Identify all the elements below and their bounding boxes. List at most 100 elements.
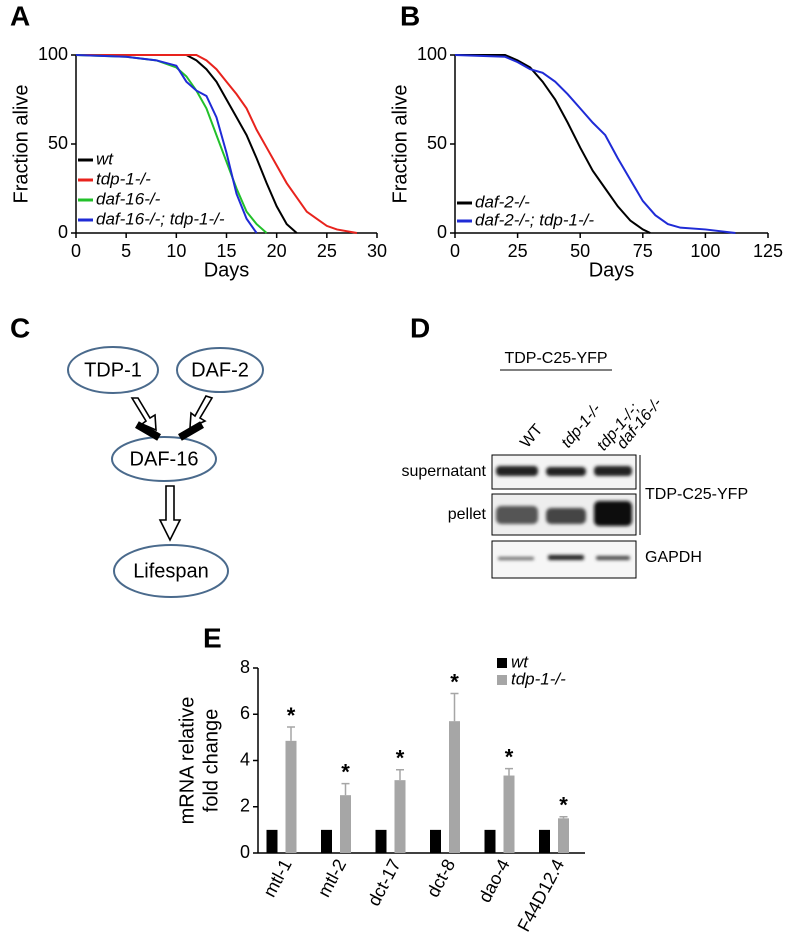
x-tick-label: 5 [121,241,131,261]
error-bar [287,726,295,741]
x-axis-title: Days [589,259,635,281]
x-tick-label: 20 [267,241,287,261]
bar [266,829,278,853]
band [496,466,538,476]
x-tick-label: 15 [216,241,236,261]
legend-label: daf-2-/-; tdp-1-/- [475,210,594,229]
error-bar [450,692,459,722]
error-bar [396,769,404,781]
legend-label: tdp-1-/- [96,169,151,188]
band [496,506,538,524]
x-tick-label: 125 [753,241,783,261]
significance: * [341,759,350,784]
survival-curve [455,54,651,234]
inhibition-bar [178,421,204,441]
y-tick-label: 100 [417,44,447,64]
bar [539,829,550,853]
x-tick-label: 0 [450,241,460,261]
y-tick-label: 50 [48,133,68,153]
survival-curve [76,54,298,234]
bar [321,829,332,853]
bar [430,829,441,853]
row-label: supernatant [401,463,486,480]
node-label: DAF-16 [130,448,199,470]
survival-curve [454,54,736,234]
x-axis-title: Days [204,259,250,281]
x-tick-label: 10 [166,241,186,261]
legend-label: wt [96,149,114,168]
bar [484,829,496,853]
x-tick-label: dct-8 [423,856,459,901]
node [111,436,217,482]
node-label: TDP-1 [84,359,142,381]
y-axis-title: fold change [200,709,222,812]
legend-label: daf-16-/-; tdp-1-/- [96,209,225,228]
legend-label: tdp-1-/- [511,669,566,688]
x-tick-label: 100 [690,241,720,261]
bar [285,740,297,853]
x-tick-label: dct-17 [364,856,405,910]
band [546,508,586,524]
y-axis-title: mRNA relative [176,697,198,825]
x-tick-label: 25 [508,241,528,261]
panel-label: C [10,312,30,343]
significance: * [396,746,405,771]
legend-label: daf-16-/- [96,189,161,208]
node [113,544,229,598]
inhibition-bar [135,421,161,441]
significance: * [450,669,459,694]
arrow [158,485,182,542]
x-tick-label: 50 [570,241,590,261]
arrow [130,397,157,432]
band [498,557,534,560]
error-bar [341,782,350,796]
band [594,501,632,526]
panel-label: B [400,0,420,31]
band [596,556,630,560]
bar [394,780,406,853]
legend-swatch [497,675,507,685]
significance: * [559,793,568,818]
bar [340,795,351,853]
right-label: TDP-C25-YFP [645,486,748,503]
diagram [67,346,264,598]
band [548,555,584,560]
panel-label: A [10,0,30,31]
legend-label: daf-2-/- [475,192,530,211]
diagram-arrows [130,395,214,542]
panel-label: D [410,312,430,343]
node [67,346,159,394]
y-axis-title: Fraction alive [10,85,32,204]
y-tick-label: 2 [240,796,250,816]
band [546,467,586,476]
x-tick-label: 0 [71,241,81,261]
significance: * [287,703,296,728]
bar [375,829,387,853]
y-tick-label: 6 [240,703,250,723]
x-tick-label: mtl-1 [259,856,295,901]
x-tick-label: 25 [317,241,337,261]
node-label: DAF-2 [191,359,249,381]
bar [558,818,569,853]
error-bar [559,815,568,819]
legend-label: wt [511,652,529,671]
x-tick-label: dao-4 [474,856,513,906]
y-tick-label: 0 [437,222,447,242]
node [176,347,264,393]
survival-curve [76,54,358,234]
y-tick-label: 8 [240,657,250,677]
x-tick-label: F44D12.4 [513,856,568,935]
y-tick-label: 0 [240,842,250,862]
lane-label: WT [517,421,546,451]
legend-swatch [497,658,507,668]
x-tick-label: mtl-2 [314,856,350,901]
y-axis-title: Fraction alive [389,85,411,204]
error-bar [505,767,513,776]
construct-label: TDP-C25-YFP [504,350,607,367]
y-tick-label: 50 [427,133,447,153]
survival-curve [75,54,258,234]
right-label: GAPDH [645,549,702,566]
row-label: pellet [448,506,487,523]
blot-image [491,454,637,579]
